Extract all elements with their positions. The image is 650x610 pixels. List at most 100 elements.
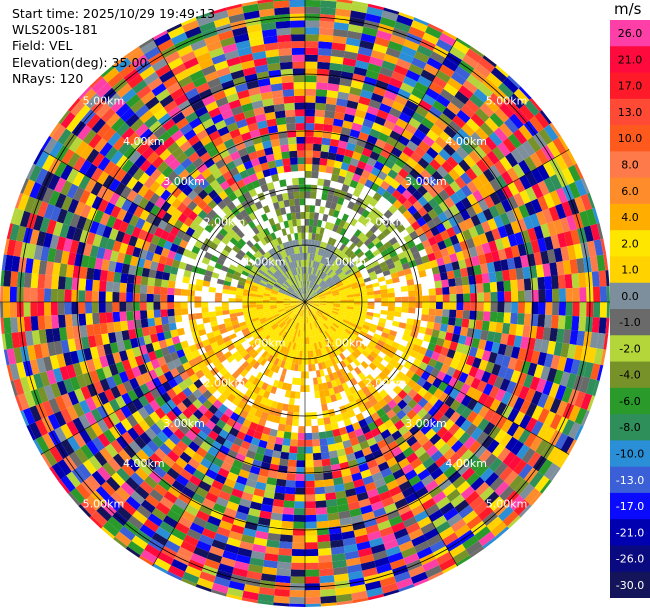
ppi-gate (326, 89, 339, 99)
ppi-gate (119, 302, 127, 312)
ppi-gate (317, 318, 323, 326)
ppi-gate (257, 517, 271, 527)
ppi-gate (571, 316, 580, 331)
ppi-gate (305, 205, 311, 213)
ppi-gate (293, 307, 300, 313)
ppi-gate (144, 427, 157, 441)
ppi-gate (325, 307, 333, 311)
ppi-gate (161, 381, 173, 393)
ppi-gate (340, 302, 348, 305)
ppi-gate (452, 369, 463, 381)
ppi-gate (155, 384, 167, 396)
ppi-gate (265, 398, 273, 408)
ppi-gate (239, 498, 252, 508)
ppi-gate (309, 308, 314, 315)
ppi-gate (552, 449, 567, 467)
ppi-gate (471, 389, 483, 402)
ppi-gate (211, 424, 223, 435)
ppi-gate (342, 537, 357, 547)
ppi-gate (143, 518, 160, 533)
ppi-gate (292, 313, 297, 321)
ppi-gate (106, 270, 115, 282)
ppi-gate (408, 302, 416, 308)
ppi-gate (278, 548, 293, 556)
ppi-gate (147, 350, 158, 362)
ppi-gate (77, 463, 92, 480)
ppi-gate (185, 429, 197, 442)
ppi-gate (499, 433, 513, 448)
ppi-gate (177, 546, 194, 560)
ppi-gate (313, 321, 318, 329)
ppi-gate (486, 439, 500, 454)
ppi-gate (277, 215, 284, 223)
ppi-gate (284, 424, 293, 433)
ppi-gate (456, 293, 464, 302)
ppi-gate (517, 313, 525, 325)
ppi-gate (409, 457, 423, 470)
ppi-gate (344, 388, 353, 397)
ppi-gate (110, 491, 126, 507)
ppi-gate (327, 359, 334, 367)
ppi-gate (305, 150, 313, 158)
ppi-gate (195, 510, 210, 522)
ppi-gate (346, 306, 354, 310)
ppi-gate (553, 341, 563, 357)
ppi-gate (226, 393, 236, 403)
ppi-gate (488, 321, 497, 333)
ppi-gate (331, 341, 338, 349)
ppi-gate (326, 436, 336, 445)
ppi-gate (171, 406, 183, 418)
ppi-gate (382, 342, 392, 351)
ppi-gate (166, 467, 180, 480)
ppi-gate (119, 526, 136, 541)
ppi-gate (251, 317, 260, 323)
ppi-gate (305, 371, 309, 379)
ppi-gate (300, 211, 305, 219)
ppi-gate (377, 339, 386, 348)
ppi-gate (444, 407, 456, 419)
ppi-gate (248, 507, 261, 518)
ppi-gate (280, 322, 286, 329)
ppi-gate (508, 268, 518, 281)
ppi-gate (212, 345, 222, 354)
ppi-gate (252, 377, 260, 386)
ppi-gate (305, 164, 313, 172)
ppi-gate (323, 312, 330, 318)
ppi-gate (267, 532, 281, 542)
ppi-gate (325, 329, 332, 337)
ppi-gate (82, 372, 94, 386)
ppi-gate (294, 391, 301, 399)
ppi-gate (343, 481, 355, 491)
ppi-gate (312, 439, 321, 447)
ppi-gate (587, 347, 597, 364)
ppi-gate (204, 521, 219, 533)
ppi-gate (346, 346, 355, 354)
ppi-gate (293, 521, 305, 529)
ppi-gate (435, 302, 443, 310)
ppi-gate (167, 308, 175, 317)
ppi-gate (468, 346, 478, 358)
ppi-gate (296, 377, 302, 386)
ppi-gate (273, 595, 290, 604)
ppi-gate (248, 338, 257, 346)
ppi-gate (341, 321, 349, 327)
ppi-gate (282, 438, 291, 446)
ppi-gate (99, 322, 108, 335)
ppi-gate (294, 198, 300, 206)
ppi-gate (102, 415, 115, 430)
ppi-gate (303, 323, 305, 331)
ppi-gate (429, 302, 437, 309)
ppi-gate (333, 435, 343, 444)
ppi-gate (388, 485, 402, 497)
ppi-gate (218, 429, 230, 440)
ppi-gate (125, 496, 141, 511)
ppi-gate (401, 546, 417, 559)
ppi-gate (332, 559, 347, 569)
ppi-gate (302, 350, 305, 358)
ppi-gate (245, 412, 255, 422)
ppi-gate (282, 331, 288, 339)
ppi-gate (460, 419, 472, 432)
ppi-gate (543, 353, 554, 368)
ppi-gate (167, 485, 182, 498)
ppi-gate (68, 492, 81, 507)
